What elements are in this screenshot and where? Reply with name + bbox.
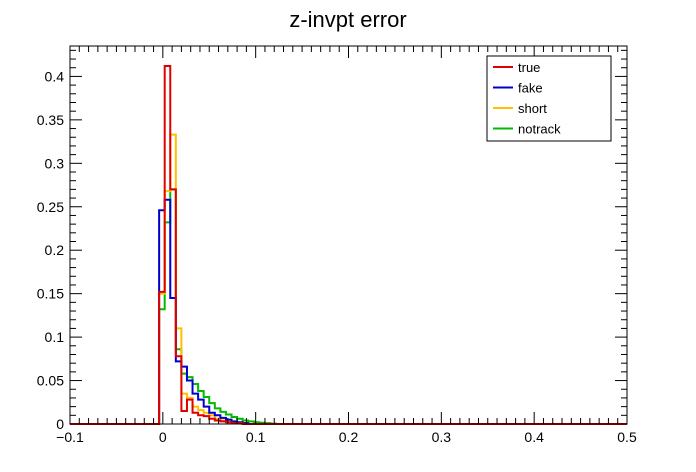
x-tick-label: 0.4 bbox=[524, 429, 544, 445]
legend-label-short: short bbox=[518, 101, 547, 116]
y-tick-label: 0.4 bbox=[45, 68, 65, 84]
legend-label-true: true bbox=[518, 60, 540, 75]
x-tick-label: 0.1 bbox=[246, 429, 266, 445]
x-tick-label: −0.1 bbox=[56, 429, 84, 445]
y-tick-label: 0 bbox=[56, 416, 64, 432]
series-true-line bbox=[70, 64, 627, 425]
x-tick-label: 0.3 bbox=[432, 429, 452, 445]
y-tick-label: 0.2 bbox=[45, 242, 65, 258]
y-tick-label: 0.25 bbox=[37, 199, 64, 215]
legend-box bbox=[486, 55, 612, 142]
x-tick-label: 0 bbox=[159, 429, 167, 445]
x-tick-label: 0.5 bbox=[617, 429, 637, 445]
legend-label-fake: fake bbox=[518, 81, 543, 96]
chart-title: z-invpt error bbox=[289, 7, 406, 32]
x-tick-label: 0.2 bbox=[339, 429, 359, 445]
y-tick-label: 0.3 bbox=[45, 155, 65, 171]
y-tick-label: 0.05 bbox=[37, 373, 64, 389]
legend: true fake short notrack bbox=[486, 55, 612, 142]
y-tick-label: 0.15 bbox=[37, 286, 64, 302]
axes-layer: −0.1 0 0.1 0.2 0.3 0.4 0.500.050.10.150.20.250… bbox=[37, 45, 637, 445]
y-tick-label: 0.35 bbox=[37, 112, 64, 128]
legend-label-notrack: notrack bbox=[518, 122, 561, 137]
y-tick-label: 0.1 bbox=[45, 329, 65, 345]
